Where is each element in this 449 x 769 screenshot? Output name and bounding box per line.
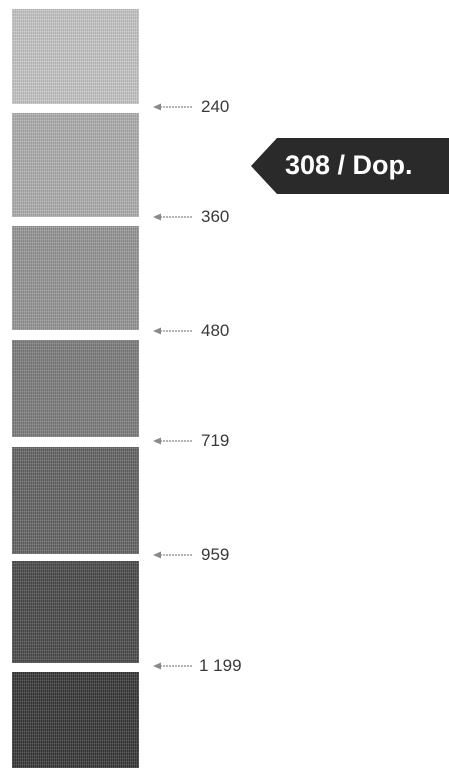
- left-arrow-icon: [153, 103, 193, 111]
- tag-shape: [251, 138, 449, 194]
- swatch-2: [12, 113, 139, 217]
- marker-label: 959: [201, 545, 230, 564]
- swatch-5: [12, 447, 139, 554]
- product-code-badge: 308 / Dop.: [251, 138, 449, 194]
- swatch-4: [12, 340, 139, 437]
- swatch-7: [12, 672, 139, 768]
- marker-label: 240: [201, 97, 230, 116]
- badge-label: 308 / Dop.: [285, 150, 413, 180]
- swatch-6: [12, 561, 139, 663]
- swatch-1: [12, 9, 139, 104]
- swatch-3: [12, 226, 139, 330]
- left-arrow-icon: [153, 437, 193, 445]
- left-arrow-icon: [153, 662, 193, 670]
- marker-label: 360: [201, 207, 230, 226]
- left-arrow-icon: [153, 551, 193, 559]
- left-arrow-icon: [153, 327, 193, 335]
- marker-label: 1 199: [199, 656, 242, 675]
- left-arrow-icon: [153, 213, 193, 221]
- marker-label: 480: [201, 321, 230, 340]
- marker-label: 719: [201, 431, 230, 450]
